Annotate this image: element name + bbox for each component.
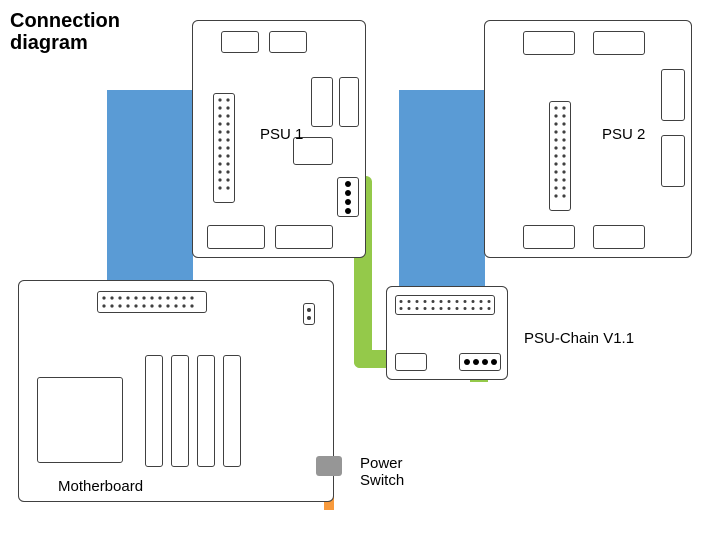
page-title: Connection diagram [10, 10, 120, 54]
psu2-port-bottom-1 [523, 225, 575, 249]
psu2-port-bottom-2 [593, 225, 645, 249]
psu-chain-box [386, 286, 508, 380]
title-line2: diagram [10, 32, 88, 54]
cable-blue-psu1-to-mobo [107, 90, 193, 282]
mobo-power-header [303, 303, 315, 325]
mobo-ram-slot-2 [171, 355, 189, 467]
title-line1: Connection [10, 10, 120, 32]
psu1-port-top-2 [269, 31, 307, 53]
pin-grid-icon [397, 297, 493, 313]
mobo-ram-slot-3 [197, 355, 215, 467]
psu2-port-right-1 [661, 69, 685, 121]
motherboard-box [18, 280, 334, 502]
motherboard-label: Motherboard [58, 478, 143, 495]
mobo-ram-slot-4 [223, 355, 241, 467]
psu2-port-top-1 [523, 31, 575, 55]
psu1-port-top-1 [221, 31, 259, 53]
diagram-canvas: Connection diagram PSU 1 PSU 2 Motherboa… [0, 0, 720, 540]
psu1-4pin-connector [337, 177, 359, 217]
chain-small-port [395, 353, 427, 371]
psu1-label: PSU 1 [260, 126, 303, 143]
psu1-port-bottom-2 [275, 225, 333, 249]
cable-blue-psu2-to-chain [399, 90, 485, 288]
psu2-24pin-connector [549, 101, 571, 211]
pin-grid-icon [551, 103, 569, 209]
chain-24pin-connector [395, 295, 495, 315]
psu2-port-top-2 [593, 31, 645, 55]
power-switch [316, 456, 342, 476]
pin-grid-icon [99, 293, 205, 311]
psu2-port-right-2 [661, 135, 685, 187]
psu1-24pin-connector [213, 93, 235, 203]
mobo-24pin-connector [97, 291, 207, 313]
mobo-cpu-socket [37, 377, 123, 463]
psu1-port-bottom-1 [207, 225, 265, 249]
psu2-label: PSU 2 [602, 126, 645, 143]
power-switch-label: Power Switch [360, 455, 404, 490]
mobo-ram-slot-1 [145, 355, 163, 467]
power-label-line1: Power [360, 455, 403, 472]
power-label-line2: Switch [360, 472, 404, 489]
psu1-port-right-1 [311, 77, 333, 127]
psu-chain-label: PSU-Chain V1.1 [524, 330, 634, 347]
chain-4pin-connector [459, 353, 501, 371]
psu1-port-right-2 [339, 77, 359, 127]
pin-grid-icon [215, 95, 233, 201]
psu2-box [484, 20, 692, 258]
